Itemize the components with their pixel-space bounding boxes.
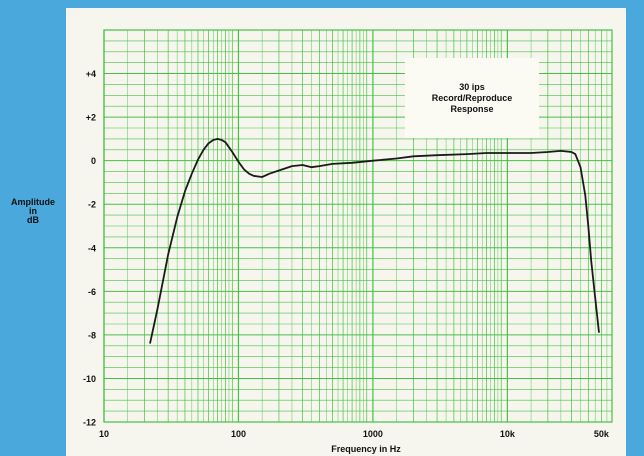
x-axis-label: Frequency in Hz xyxy=(331,444,401,454)
x-tick-label: 10k xyxy=(500,429,516,439)
y-axis-label: Amplitude in dB xyxy=(11,197,55,225)
response-curve xyxy=(149,138,600,344)
x-tick-label: 10 xyxy=(99,429,109,439)
y-tick-label: +2 xyxy=(86,113,96,123)
y-tick-label: -12 xyxy=(83,418,96,428)
plot-border xyxy=(103,29,613,423)
x-tick-label: 100 xyxy=(231,429,246,439)
annotation-line-2: Record/Reproduce xyxy=(431,92,513,103)
y-tick-label: -4 xyxy=(88,243,96,253)
y-tick-label: -6 xyxy=(88,287,96,297)
x-tick-labels: 10 100 1000 10k 50k xyxy=(99,429,610,439)
annotation-box: 30 ips Record/Reproduce Response xyxy=(405,58,539,138)
y-tick-label: 0 xyxy=(91,156,96,166)
y-tick-labels: +4 +2 0 -2 -4 -6 -8 -10 -12 xyxy=(83,69,96,427)
annotation-line-1: 30 ips xyxy=(459,81,485,92)
y-tick-label: -8 xyxy=(88,330,96,340)
y-tick-label: -10 xyxy=(83,374,96,384)
x-tick-label: 1000 xyxy=(363,429,383,439)
annotation-line-3: Response xyxy=(450,103,494,114)
x-tick-label: 50k xyxy=(594,429,610,439)
y-tick-label: -2 xyxy=(88,200,96,210)
y-tick-label: +4 xyxy=(86,69,96,79)
